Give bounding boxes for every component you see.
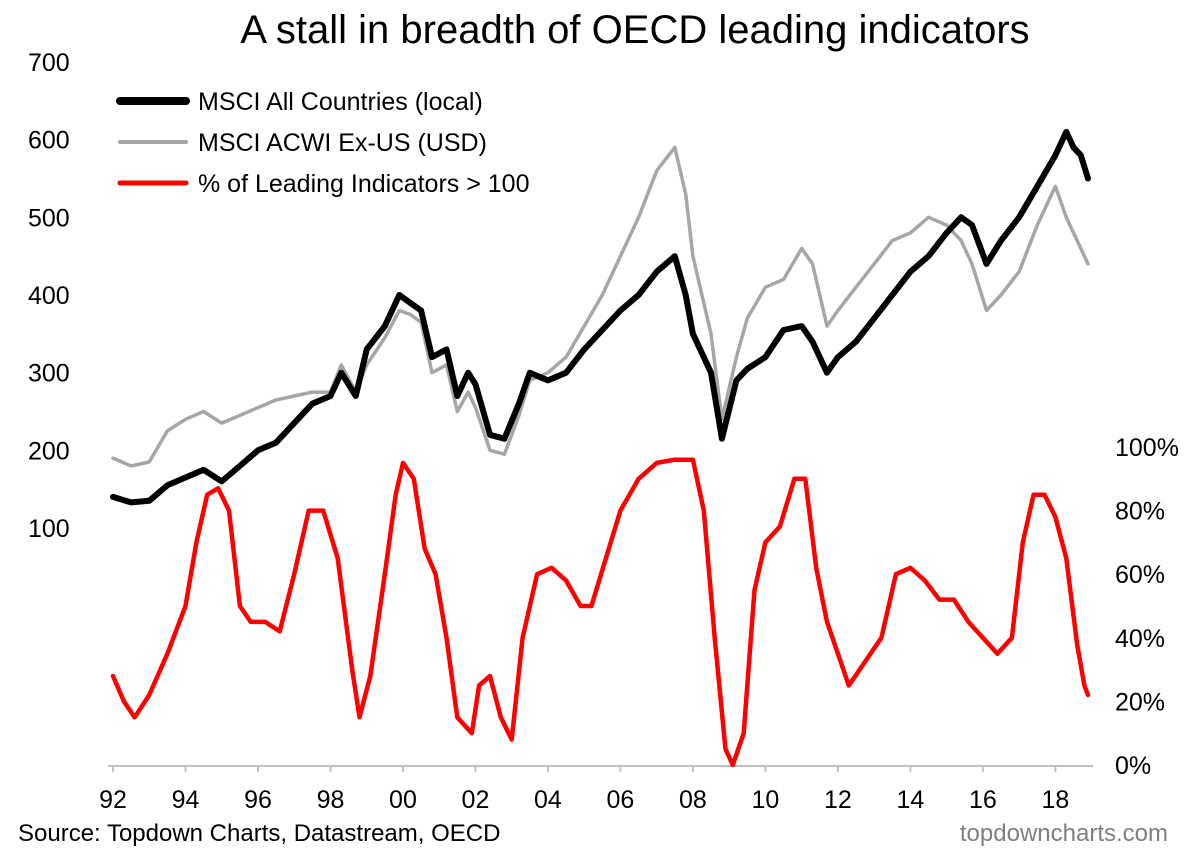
y-right-tick-label: 40% — [1115, 625, 1165, 653]
y-right-tick-label: 60% — [1115, 561, 1165, 589]
series-lines — [110, 128, 1091, 768]
y-left-tick-label: 500 — [28, 204, 70, 232]
series-line-2 — [110, 457, 1091, 768]
legend-label: MSCI ACWI Ex-US (USD) — [198, 129, 487, 157]
y-left-tick-label: 100 — [28, 515, 70, 543]
legend-label: MSCI All Countries (local) — [198, 88, 483, 116]
y-left-tick-label: 200 — [28, 437, 70, 465]
x-tick-label: 92 — [99, 786, 127, 814]
x-tick-label: 12 — [824, 786, 852, 814]
x-tick-label: 08 — [679, 786, 707, 814]
series-line-0 — [110, 128, 1091, 506]
x-tick-label: 18 — [1041, 786, 1069, 814]
legend-label: % of Leading Indicators > 100 — [198, 170, 529, 198]
y-right-axis: 100% 80% 60% 40% 20% 0% — [1115, 434, 1179, 780]
x-tick-label: 02 — [462, 786, 490, 814]
x-axis: 92 94 96 98 00 02 04 06 08 10 12 14 16 18 — [99, 766, 1069, 814]
x-tick-label: 10 — [752, 786, 780, 814]
legend: MSCI All Countries (local) MSCI ACWI Ex-U… — [116, 88, 529, 198]
y-left-tick-label: 700 — [28, 49, 70, 77]
y-right-tick-label: 0% — [1115, 752, 1151, 780]
x-tick-label: 00 — [389, 786, 417, 814]
watermark: topdowncharts.com — [959, 820, 1168, 847]
y-left-tick-label: 300 — [28, 360, 70, 388]
y-left-tick-label: 400 — [28, 282, 70, 310]
x-tick-label: 16 — [969, 786, 997, 814]
y-right-tick-label: 20% — [1115, 688, 1165, 716]
x-tick-label: 96 — [244, 786, 272, 814]
y-right-tick-label: 80% — [1115, 498, 1165, 526]
y-left-tick-label: 600 — [28, 127, 70, 155]
y-right-tick-label: 100% — [1115, 434, 1179, 462]
x-tick-label: 14 — [896, 786, 924, 814]
source-note: Source: Topdown Charts, Datastream, OECD — [18, 820, 501, 847]
x-tick-label: 04 — [534, 786, 562, 814]
chart-title: A stall in breadth of OECD leading indic… — [240, 8, 1030, 52]
x-tick-label: 94 — [172, 786, 200, 814]
x-tick-label: 98 — [317, 786, 345, 814]
y-left-axis: 700 600 500 400 300 200 100 — [28, 49, 70, 543]
x-tick-label: 06 — [607, 786, 635, 814]
